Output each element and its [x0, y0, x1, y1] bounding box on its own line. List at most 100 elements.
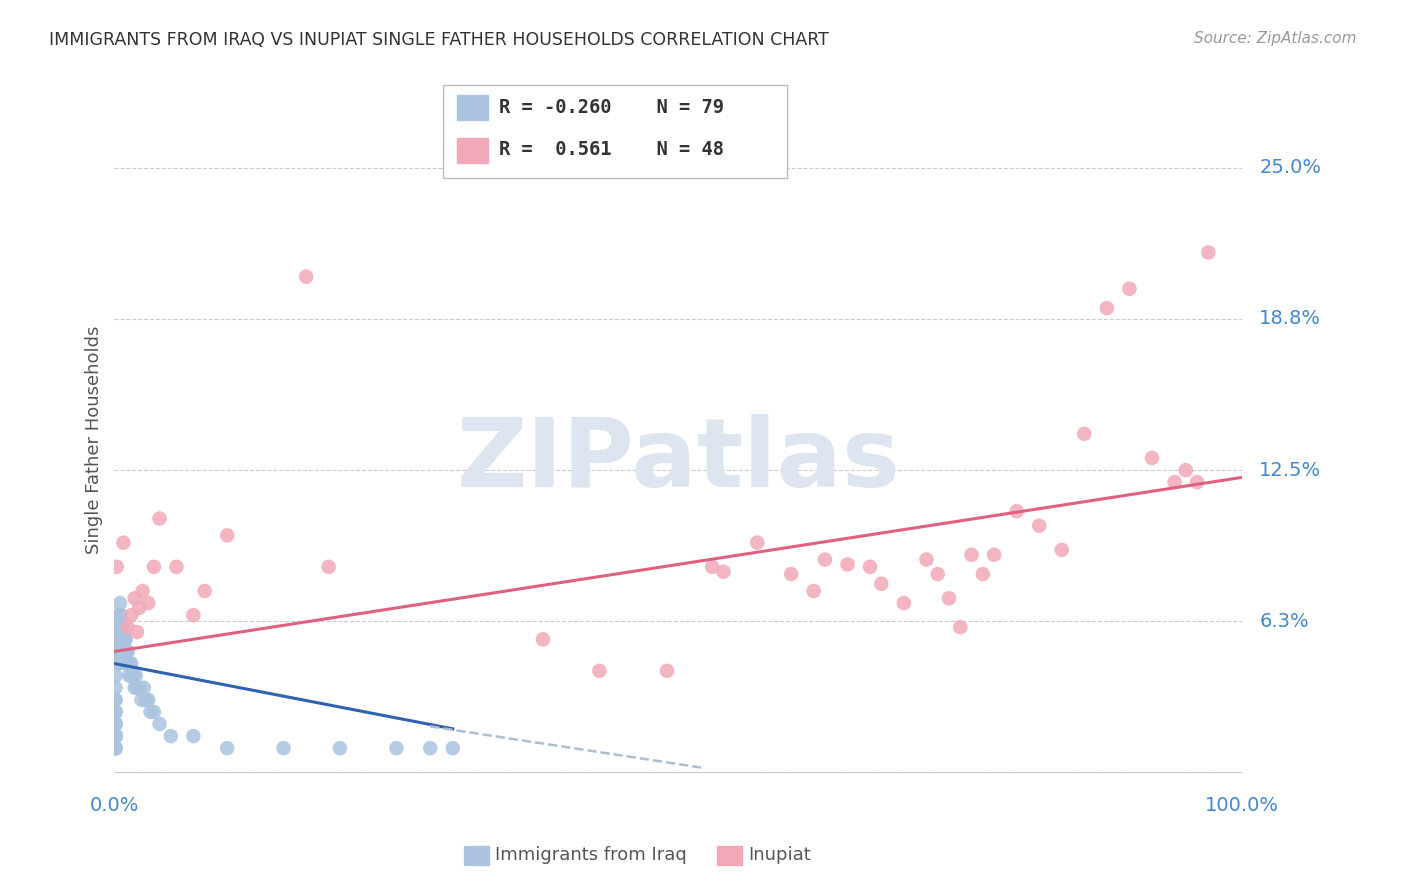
Point — [148, 511, 170, 525]
Point — [118, 668, 141, 682]
Point — [107, 620, 129, 634]
Point — [1095, 301, 1118, 315]
Point — [111, 644, 134, 658]
Point — [183, 729, 205, 743]
Point — [165, 559, 187, 574]
Point — [104, 729, 127, 743]
Point — [117, 657, 139, 671]
Point — [531, 632, 554, 647]
Point — [108, 620, 131, 634]
Point — [110, 608, 132, 623]
Point — [893, 596, 915, 610]
Point — [108, 608, 131, 623]
Point — [194, 584, 217, 599]
Point — [105, 644, 128, 658]
Point — [108, 644, 131, 658]
Point — [114, 644, 136, 658]
Text: Immigrants from Iraq: Immigrants from Iraq — [495, 846, 686, 863]
Y-axis label: Single Father Households: Single Father Households — [86, 326, 103, 554]
Point — [1174, 463, 1197, 477]
Point — [104, 741, 127, 756]
Point — [110, 632, 132, 647]
Point — [108, 632, 131, 647]
Point — [329, 741, 352, 756]
Point — [136, 596, 159, 610]
Point — [747, 535, 769, 549]
Point — [870, 576, 893, 591]
Point — [217, 528, 239, 542]
Point — [105, 620, 128, 634]
Text: R = -0.260    N = 79: R = -0.260 N = 79 — [499, 97, 724, 117]
Point — [118, 657, 141, 671]
Point — [120, 668, 142, 682]
Point — [183, 608, 205, 623]
Point — [441, 741, 464, 756]
Point — [104, 741, 127, 756]
Text: 18.8%: 18.8% — [1260, 310, 1322, 328]
Point — [115, 644, 138, 658]
Point — [120, 608, 142, 623]
Point — [122, 668, 145, 682]
Point — [142, 705, 165, 719]
Point — [104, 668, 127, 682]
Text: 6.3%: 6.3% — [1260, 612, 1309, 631]
Point — [112, 620, 135, 634]
Point — [1140, 450, 1163, 465]
Point — [1197, 245, 1219, 260]
Text: R =  0.561    N = 48: R = 0.561 N = 48 — [499, 140, 724, 160]
Point — [104, 681, 127, 695]
Point — [217, 741, 239, 756]
Point — [107, 657, 129, 671]
Point — [104, 729, 127, 743]
Point — [385, 741, 408, 756]
Point — [108, 632, 131, 647]
Point — [108, 644, 131, 658]
Point — [112, 632, 135, 647]
Point — [105, 657, 128, 671]
Point — [139, 705, 162, 719]
Point — [108, 596, 131, 610]
Point — [972, 567, 994, 582]
Point — [117, 620, 139, 634]
Point — [131, 693, 153, 707]
Point — [104, 717, 127, 731]
Point — [125, 681, 148, 695]
Point — [927, 567, 949, 582]
Point — [295, 269, 318, 284]
Point — [114, 632, 136, 647]
Point — [110, 620, 132, 634]
Point — [142, 559, 165, 574]
Point — [111, 632, 134, 647]
Point — [131, 584, 153, 599]
Point — [318, 559, 340, 574]
Point — [136, 693, 159, 707]
Point — [135, 693, 157, 707]
Point — [104, 705, 127, 719]
Point — [983, 548, 1005, 562]
Point — [107, 608, 129, 623]
Point — [148, 717, 170, 731]
Point — [273, 741, 295, 756]
Point — [949, 620, 972, 634]
Point — [117, 644, 139, 658]
Point — [702, 559, 724, 574]
Point — [111, 620, 134, 634]
Point — [104, 717, 127, 731]
Point — [780, 567, 803, 582]
Point — [124, 591, 146, 606]
Point — [960, 548, 983, 562]
Text: IMMIGRANTS FROM IRAQ VS INUPIAT SINGLE FATHER HOUSEHOLDS CORRELATION CHART: IMMIGRANTS FROM IRAQ VS INUPIAT SINGLE F… — [49, 31, 830, 49]
Text: 12.5%: 12.5% — [1260, 460, 1322, 480]
Point — [114, 644, 136, 658]
Point — [1163, 475, 1185, 490]
Point — [115, 657, 138, 671]
Point — [1005, 504, 1028, 518]
Point — [1028, 518, 1050, 533]
Point — [915, 552, 938, 566]
Point — [104, 705, 127, 719]
Point — [814, 552, 837, 566]
Point — [1050, 542, 1073, 557]
Point — [104, 729, 127, 743]
Point — [132, 681, 155, 695]
Point — [1118, 282, 1140, 296]
